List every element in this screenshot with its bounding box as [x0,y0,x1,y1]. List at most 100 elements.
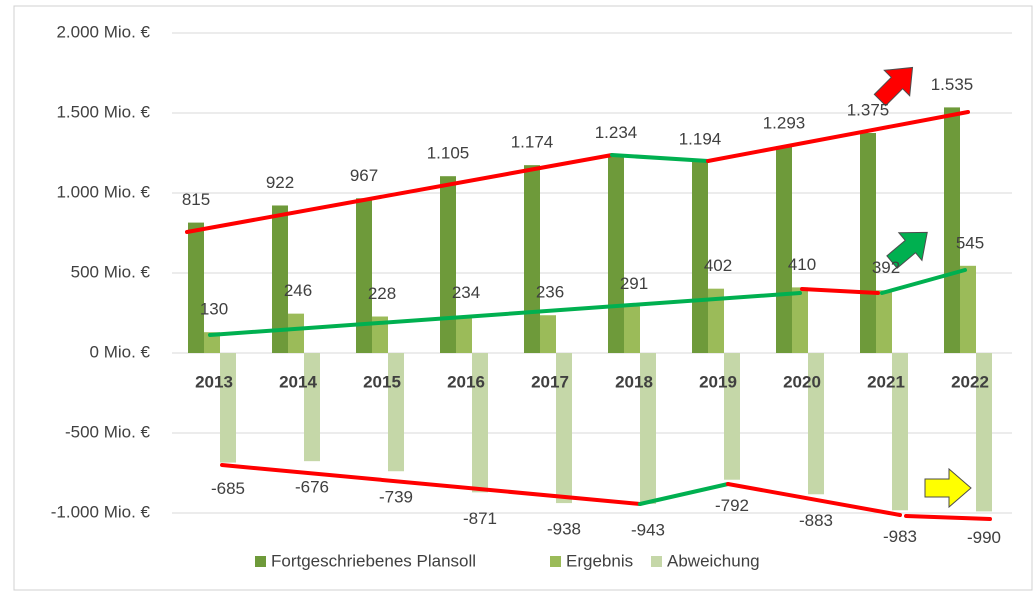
legend-swatch [651,556,662,567]
bar [876,290,892,353]
data-label: 291 [620,274,648,293]
bar [724,353,740,480]
bar [608,155,624,353]
bar [892,353,908,511]
data-label: -938 [547,520,581,539]
data-label: 1.535 [931,75,974,94]
data-label: 228 [368,284,396,303]
legend-label: Abweichung [667,551,760,570]
bar [188,222,204,353]
data-label: -685 [211,479,245,498]
bar [372,316,388,353]
bar [692,161,708,353]
data-label: 1.105 [427,144,470,163]
data-label: 545 [956,233,984,252]
data-label: 922 [266,173,294,192]
bar [204,332,220,353]
legend-label: Fortgeschriebenes Plansoll [271,551,476,570]
x-tick-label: 2014 [279,372,317,391]
x-tick-label: 2015 [363,372,401,391]
bar [556,353,572,504]
trend-line [706,110,970,163]
trend-line [220,463,642,506]
bar [792,287,808,353]
arrow-up [886,231,928,269]
data-label: -792 [715,496,749,515]
y-tick-label: 1.000 Mio. € [56,182,150,201]
bars [188,107,992,512]
x-tick-label: 2019 [699,372,737,391]
bar [624,306,640,353]
data-label: -943 [631,520,665,539]
legend-swatch [255,556,266,567]
data-label: 1.234 [595,123,638,142]
bar [944,107,960,354]
data-label: 967 [350,166,378,185]
bar [960,265,976,353]
bar [472,353,488,493]
y-tick-label: 1.500 Mio. € [56,102,150,121]
y-tick-label: -1.000 Mio. € [51,502,151,521]
trend-line [904,514,992,521]
trend-lines [185,110,992,521]
x-tick-label: 2016 [447,372,485,391]
bar [540,315,556,353]
data-label: 1.375 [847,100,890,119]
trend-line [610,153,710,163]
bar [272,205,288,353]
data-label: 1.293 [763,114,806,133]
bar [304,353,320,462]
data-label: -990 [967,528,1001,547]
data-label: 246 [284,281,312,300]
labels: -1.000 Mio. € -500 Mio. € 0 Mio. € 500 Mio.… [51,22,1001,546]
data-label: 1.174 [511,133,554,152]
bar [524,165,540,353]
data-label: -871 [463,509,497,528]
x-tick-label: 2022 [951,372,989,391]
bar [976,353,992,512]
x-tick-label: 2020 [783,372,821,391]
y-tick-label: -500 Mio. € [65,422,151,441]
y-tick-label: 500 Mio. € [71,262,151,281]
arrow-up [873,66,914,107]
bar [220,353,236,463]
data-label: 402 [704,256,732,275]
y-tick-label: 0 Mio. € [90,342,151,361]
x-tick-label: 2021 [867,372,905,391]
bar [388,353,404,472]
data-label: 815 [182,190,210,209]
trend-line [638,482,730,506]
data-label: -883 [799,511,833,530]
y-tick-label: 2.000 Mio. € [56,22,150,41]
x-tick-label: 2013 [195,372,233,391]
bar [440,176,456,353]
bar [356,198,372,353]
data-label: 130 [200,300,228,319]
data-label: 410 [788,255,816,274]
bar [808,353,824,495]
x-tick-label: 2018 [615,372,653,391]
legend-swatch [550,556,561,567]
data-label: 234 [452,283,480,302]
x-tick-label: 2017 [531,372,569,391]
arrow-right [924,467,972,509]
trend-line [800,287,880,295]
bar [860,133,876,353]
bar [288,313,304,353]
data-label: -739 [379,488,413,507]
data-label: -676 [295,478,329,497]
data-label: -983 [883,527,917,546]
data-label: 392 [872,258,900,277]
bar [456,315,472,353]
trend-line [726,482,902,517]
data-label: 1.194 [679,129,722,148]
trend-line [208,291,802,337]
trend-line [185,153,614,234]
bar [640,353,656,504]
bar [708,288,724,353]
bar [776,146,792,353]
arrows [873,66,972,509]
legend-label: Ergebnis [566,551,633,570]
data-label: 236 [536,283,564,302]
